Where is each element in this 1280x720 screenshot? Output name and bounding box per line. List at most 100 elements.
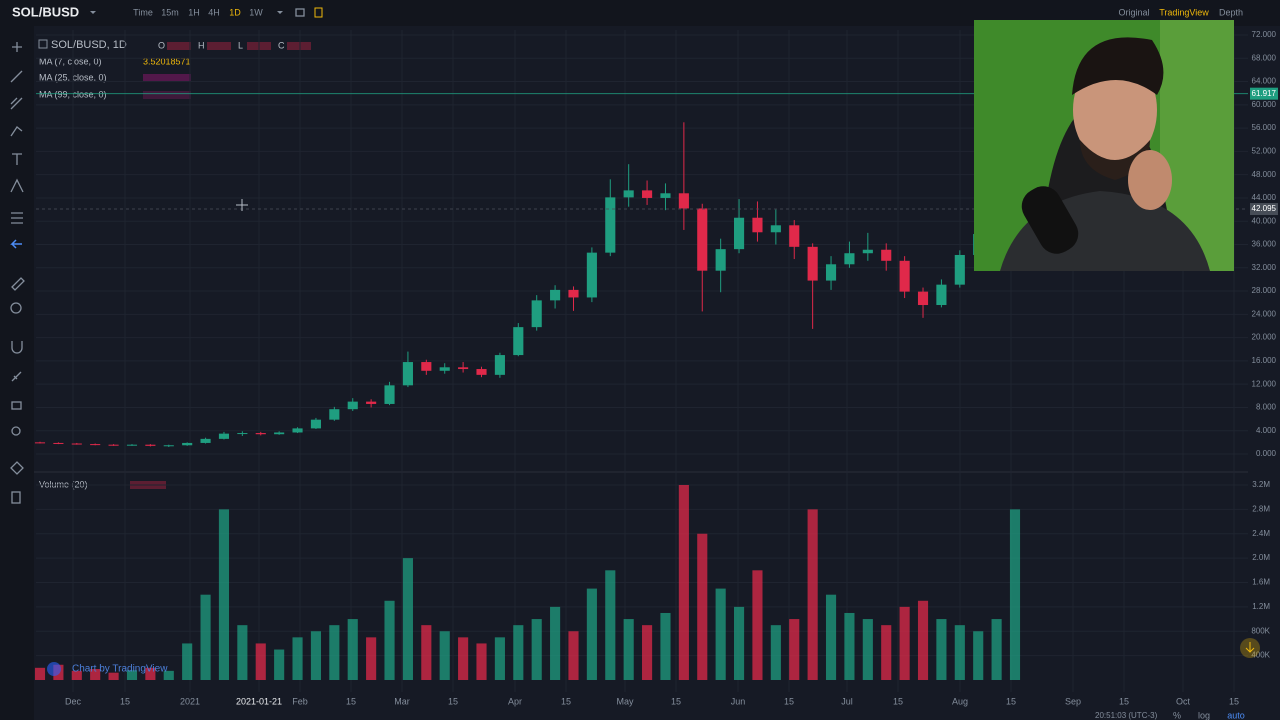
line-tool[interactable]	[10, 70, 23, 83]
back-tool[interactable]	[10, 239, 22, 249]
candle-body	[255, 433, 266, 435]
y-tick-label: 28.000	[1252, 286, 1277, 295]
volume-bar	[34, 667, 46, 680]
x-tick-label: 15	[1229, 696, 1239, 706]
candle-body	[145, 444, 156, 446]
scale-option[interactable]: auto	[1227, 710, 1245, 720]
interval-option[interactable]: 1W	[249, 7, 263, 17]
volume-bar	[586, 588, 597, 680]
ohlc-value-blurred	[287, 42, 311, 50]
ruler-tool[interactable]	[11, 277, 25, 291]
symbol-dropdown[interactable]	[90, 11, 96, 14]
volume-bar	[126, 670, 138, 680]
volume-bar	[310, 631, 322, 680]
view-option[interactable]: Original	[1118, 7, 1149, 17]
y-tick-label: 8.000	[1256, 403, 1277, 412]
candle-body	[292, 428, 303, 433]
candle-body	[789, 225, 800, 247]
candle-body	[310, 419, 322, 429]
volume-tick-label: 3.2M	[1252, 480, 1270, 489]
interval-option[interactable]: 1D	[229, 7, 241, 17]
volume-bar	[752, 570, 763, 680]
candle-body	[770, 225, 781, 233]
volume-tick-label: 800K	[1251, 626, 1270, 635]
favorites-tool[interactable]	[10, 461, 24, 475]
x-tick-label: Feb	[292, 696, 308, 706]
volume-bar	[182, 643, 193, 680]
scale-option[interactable]: %	[1173, 710, 1181, 720]
lock-tool[interactable]	[11, 401, 22, 410]
ma99-value-blurred	[143, 91, 191, 99]
fib-tool[interactable]	[11, 212, 23, 224]
volume-label: Volume (20)	[39, 479, 88, 489]
x-tick-label: 15	[346, 696, 356, 706]
view-option[interactable]: TradingView	[1159, 7, 1209, 17]
x-tick-label: 15	[893, 696, 903, 706]
y-tick-label: 4.000	[1256, 426, 1277, 435]
volume-bar	[90, 669, 101, 680]
volume-bar	[71, 670, 82, 680]
volume-tick-label: 400K	[1251, 651, 1270, 660]
pattern-tool[interactable]	[10, 178, 24, 193]
visibility-tool[interactable]	[11, 426, 21, 436]
candle-body	[733, 217, 745, 250]
x-tick-label: 2021-01-21	[236, 696, 282, 706]
volume-bar	[899, 606, 910, 680]
brush-tool[interactable]	[10, 126, 23, 137]
x-tick-label: 15	[784, 696, 794, 706]
interval-option[interactable]: 4H	[208, 7, 220, 17]
settings-button[interactable]	[314, 7, 323, 18]
channel-tool[interactable]	[10, 97, 23, 110]
symbol[interactable]: SOL/BUSD	[12, 4, 79, 19]
price-tag-label: 42.095	[1252, 204, 1277, 213]
scale-option[interactable]: log	[1198, 710, 1210, 720]
x-tick-label: Apr	[508, 696, 522, 706]
volume-bar	[568, 631, 579, 680]
volume-bar	[789, 619, 800, 680]
volume-bar	[881, 625, 892, 680]
volume-bar	[660, 612, 671, 680]
volume-bar	[954, 625, 965, 680]
y-tick-label: 20.000	[1252, 333, 1277, 342]
candle-body	[494, 355, 505, 375]
delete-tool[interactable]	[11, 491, 21, 504]
volume-bar	[862, 619, 873, 680]
candle-body	[825, 264, 837, 281]
interval-dropdown[interactable]	[277, 11, 283, 14]
candle-body	[53, 442, 64, 444]
zoom-tool[interactable]	[10, 302, 22, 314]
x-tick-label: Dec	[65, 696, 82, 706]
candle-body	[182, 442, 193, 446]
crosshair-tool[interactable]	[12, 42, 22, 52]
magnet-tool[interactable]	[11, 341, 23, 354]
interval-option[interactable]: 1H	[188, 7, 200, 17]
candle-body	[108, 444, 119, 446]
view-option[interactable]: Depth	[1219, 7, 1243, 17]
candle-body	[163, 445, 174, 447]
candle-body	[844, 253, 855, 265]
candle-body	[274, 432, 285, 435]
interval-option[interactable]: Time	[133, 7, 153, 17]
x-tick-label: Mar	[394, 696, 410, 706]
volume-bar	[513, 625, 524, 680]
candle-body	[439, 367, 450, 371]
legend-collapse[interactable]	[38, 39, 48, 49]
candle-body	[881, 249, 892, 261]
draw-mode-tool[interactable]	[11, 371, 22, 382]
text-tool[interactable]	[12, 153, 22, 165]
volume-bar	[145, 667, 156, 680]
credit[interactable]: Chart by TradingView	[72, 664, 168, 675]
candle-body	[237, 433, 248, 435]
x-tick-label: Sep	[1065, 696, 1081, 706]
x-tick-label: May	[616, 696, 634, 706]
indicator-button[interactable]	[295, 8, 305, 17]
view-group: Original TradingView Depth	[1118, 7, 1243, 17]
volume-bar	[458, 637, 469, 680]
interval-option[interactable]: 15m	[161, 7, 179, 17]
volume-bar	[476, 643, 487, 680]
volume-bar	[200, 594, 211, 680]
volume-bar	[715, 588, 726, 680]
ma7-label: MA (7, close, 0)	[39, 56, 102, 66]
candle-body	[384, 385, 395, 404]
volume-tick-label: 2.0M	[1252, 553, 1270, 562]
